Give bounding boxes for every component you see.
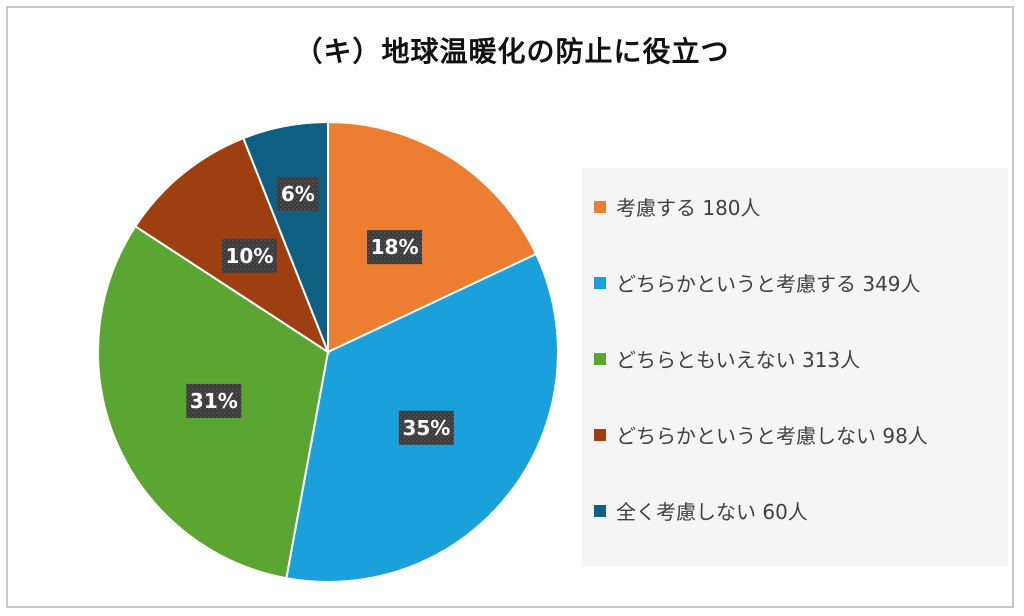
pie-slice bbox=[327, 120, 538, 354]
data-label-text: 35% bbox=[402, 416, 450, 440]
pie-slices bbox=[97, 120, 559, 583]
legend-swatch bbox=[594, 504, 606, 517]
data-label-text: 10% bbox=[225, 244, 273, 268]
legend-item-2: どちらかというと考慮する 349人 bbox=[594, 268, 921, 297]
chart-title: （キ）地球温暖化の防止に役立つ bbox=[294, 35, 730, 68]
pie-data-label: 31% bbox=[186, 383, 242, 418]
legend-label: どちらかというと考慮する 349人 bbox=[616, 272, 921, 296]
legend-label: どちらかというと考慮しない 98人 bbox=[616, 424, 928, 448]
data-label-box bbox=[398, 410, 454, 445]
legend-item-3: どちらともいえない 313人 bbox=[594, 344, 860, 373]
legend-swatch bbox=[594, 276, 606, 289]
legend-label: 全く考慮しない 60人 bbox=[616, 500, 808, 524]
legend-item-1: 考慮する 180人 bbox=[594, 192, 761, 221]
data-label-box bbox=[367, 230, 423, 265]
data-label-box bbox=[186, 383, 242, 418]
data-label-text: 31% bbox=[190, 389, 238, 413]
legend-label: 考慮する 180人 bbox=[616, 196, 761, 220]
data-label-text: 18% bbox=[371, 235, 419, 259]
data-label-box bbox=[276, 176, 319, 211]
data-label-box bbox=[221, 238, 277, 273]
legend-swatch bbox=[594, 428, 606, 441]
pie-data-labels: 18% 35% 31% 10% 6% bbox=[186, 176, 454, 445]
pie-data-label: 18% bbox=[367, 230, 423, 265]
legend-swatch bbox=[594, 200, 606, 213]
legend-label: どちらともいえない 313人 bbox=[616, 348, 861, 372]
legend: 考慮する 180人 どちらかというと考慮する 349人 どちらともいえない 31… bbox=[582, 168, 1008, 566]
data-label-text: 6% bbox=[281, 182, 315, 206]
pie-data-label: 35% bbox=[398, 410, 454, 445]
legend-item-5: 全く考慮しない 60人 bbox=[594, 496, 808, 525]
legend-swatch bbox=[594, 352, 606, 365]
pie-data-label: 10% bbox=[221, 238, 277, 273]
pie-data-label: 6% bbox=[276, 176, 319, 211]
legend-item-4: どちらかというと考慮しない 98人 bbox=[594, 420, 928, 449]
